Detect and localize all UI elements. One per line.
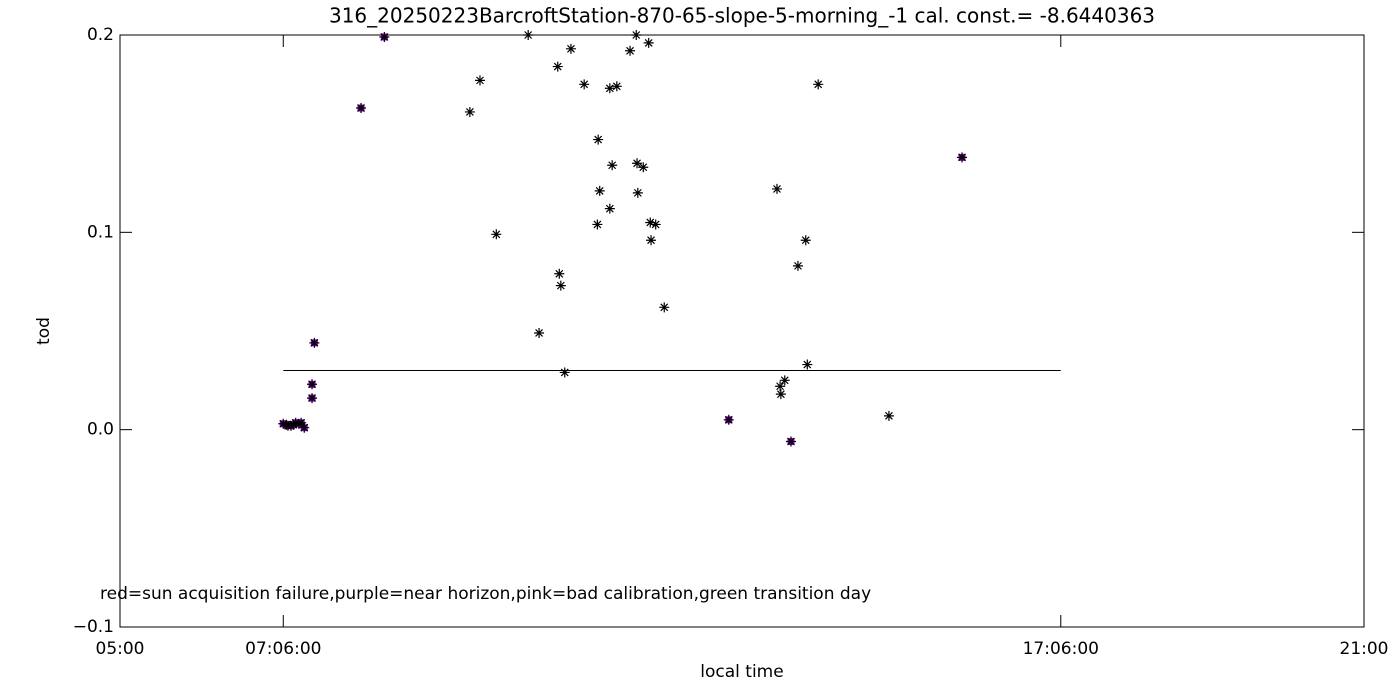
point [290, 417, 301, 428]
point [883, 410, 894, 421]
point [379, 31, 390, 42]
point [604, 203, 615, 214]
point [491, 229, 502, 240]
point [464, 106, 475, 117]
x-axis-label: local time [700, 662, 783, 682]
point [792, 260, 803, 271]
x-tick-label: 07:06:00 [245, 639, 321, 659]
point [555, 280, 566, 291]
point [278, 418, 289, 429]
point [299, 422, 310, 433]
point [650, 219, 661, 230]
point [523, 30, 534, 40]
point [607, 160, 618, 171]
point [771, 183, 782, 194]
point [625, 45, 636, 56]
point [559, 367, 570, 378]
point [356, 103, 367, 114]
y-tick-label: 0.0 [87, 420, 114, 440]
point [645, 217, 656, 228]
point [632, 158, 643, 169]
point [592, 219, 603, 230]
point [296, 417, 307, 428]
point [723, 414, 734, 425]
point [604, 83, 615, 94]
point [802, 359, 813, 370]
y-tick-label: 0.1 [87, 222, 114, 242]
point [594, 185, 605, 196]
point [611, 81, 622, 92]
point [800, 235, 811, 246]
point [632, 187, 643, 198]
y-tick-label: 0.2 [87, 25, 114, 45]
point [646, 235, 657, 246]
point [474, 75, 485, 86]
x-tick-label: 17:06:00 [1023, 639, 1099, 659]
point [643, 37, 654, 48]
point [631, 30, 642, 40]
point [785, 436, 796, 447]
point [307, 379, 318, 390]
point [309, 337, 320, 348]
y-tick-label: −0.1 [73, 617, 114, 637]
x-tick-label: 21:00 [1340, 639, 1389, 659]
point [286, 420, 297, 431]
point [957, 152, 968, 163]
point [552, 61, 563, 72]
point [554, 268, 565, 279]
point [775, 381, 786, 392]
point [638, 162, 649, 173]
point [307, 393, 318, 404]
chart-title: 316_20250223BarcroftStation-870-65-slope… [329, 4, 1155, 28]
point [813, 79, 824, 90]
point [534, 327, 545, 338]
point [659, 302, 670, 313]
point [775, 389, 786, 400]
point [779, 375, 790, 386]
plot-frame [119, 34, 1365, 628]
point [565, 43, 576, 54]
point [579, 79, 590, 90]
point [293, 418, 304, 429]
point [593, 134, 604, 145]
y-axis-label: tod [34, 317, 54, 345]
plot-area [278, 30, 968, 447]
annotation: red=sun acquisition failure,purple=near … [100, 584, 871, 604]
x-tick-label: 05:00 [96, 639, 145, 659]
